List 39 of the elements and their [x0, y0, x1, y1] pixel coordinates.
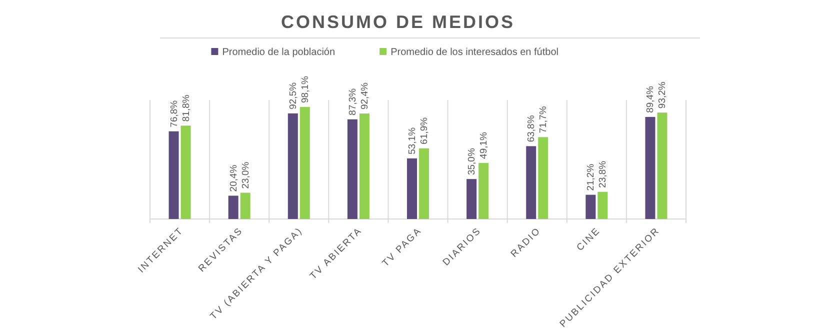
- bar: [586, 194, 596, 219]
- bar: [657, 112, 668, 219]
- data-label: 49,1%: [478, 131, 490, 159]
- bar: [288, 113, 298, 219]
- bar: [359, 114, 370, 219]
- bar: [180, 126, 191, 219]
- data-label: 92,4%: [359, 82, 370, 110]
- bar: [300, 107, 310, 219]
- data-label: 71,7%: [538, 106, 550, 134]
- data-label: 20,4%: [228, 164, 240, 192]
- bar: [526, 146, 536, 219]
- data-label: 98,1%: [300, 76, 311, 103]
- bar: [168, 131, 179, 219]
- data-label: 63,8%: [526, 114, 538, 142]
- data-label: 23,0%: [240, 161, 252, 189]
- bar: [538, 137, 548, 219]
- data-label: 53,1%: [407, 126, 418, 154]
- bar: [240, 192, 250, 219]
- legend-label: Promedio de la población: [222, 47, 336, 58]
- data-label: 81,8%: [180, 94, 192, 122]
- data-label: 89,4%: [645, 85, 656, 113]
- data-label: 23,8%: [598, 160, 609, 188]
- chart-title: CONSUMO DE MEDIOS: [280, 12, 516, 32]
- data-label: 21,2%: [586, 163, 597, 191]
- legend-label: Promedio de los interesados en fútbol: [390, 47, 558, 58]
- bar: [419, 148, 429, 219]
- data-label: 61,9%: [419, 116, 430, 144]
- bar: [466, 179, 477, 219]
- data-label: 87,3%: [347, 88, 358, 116]
- data-label: 92,5%: [288, 82, 299, 110]
- bar: [407, 158, 417, 219]
- bar: [478, 162, 489, 219]
- data-label: 76,8%: [168, 100, 180, 128]
- data-label: 35,0%: [466, 148, 478, 176]
- data-label: 93,2%: [657, 81, 668, 109]
- bar: [645, 116, 656, 219]
- bar: [228, 196, 238, 219]
- bar: [347, 119, 358, 219]
- bar: [598, 192, 608, 219]
